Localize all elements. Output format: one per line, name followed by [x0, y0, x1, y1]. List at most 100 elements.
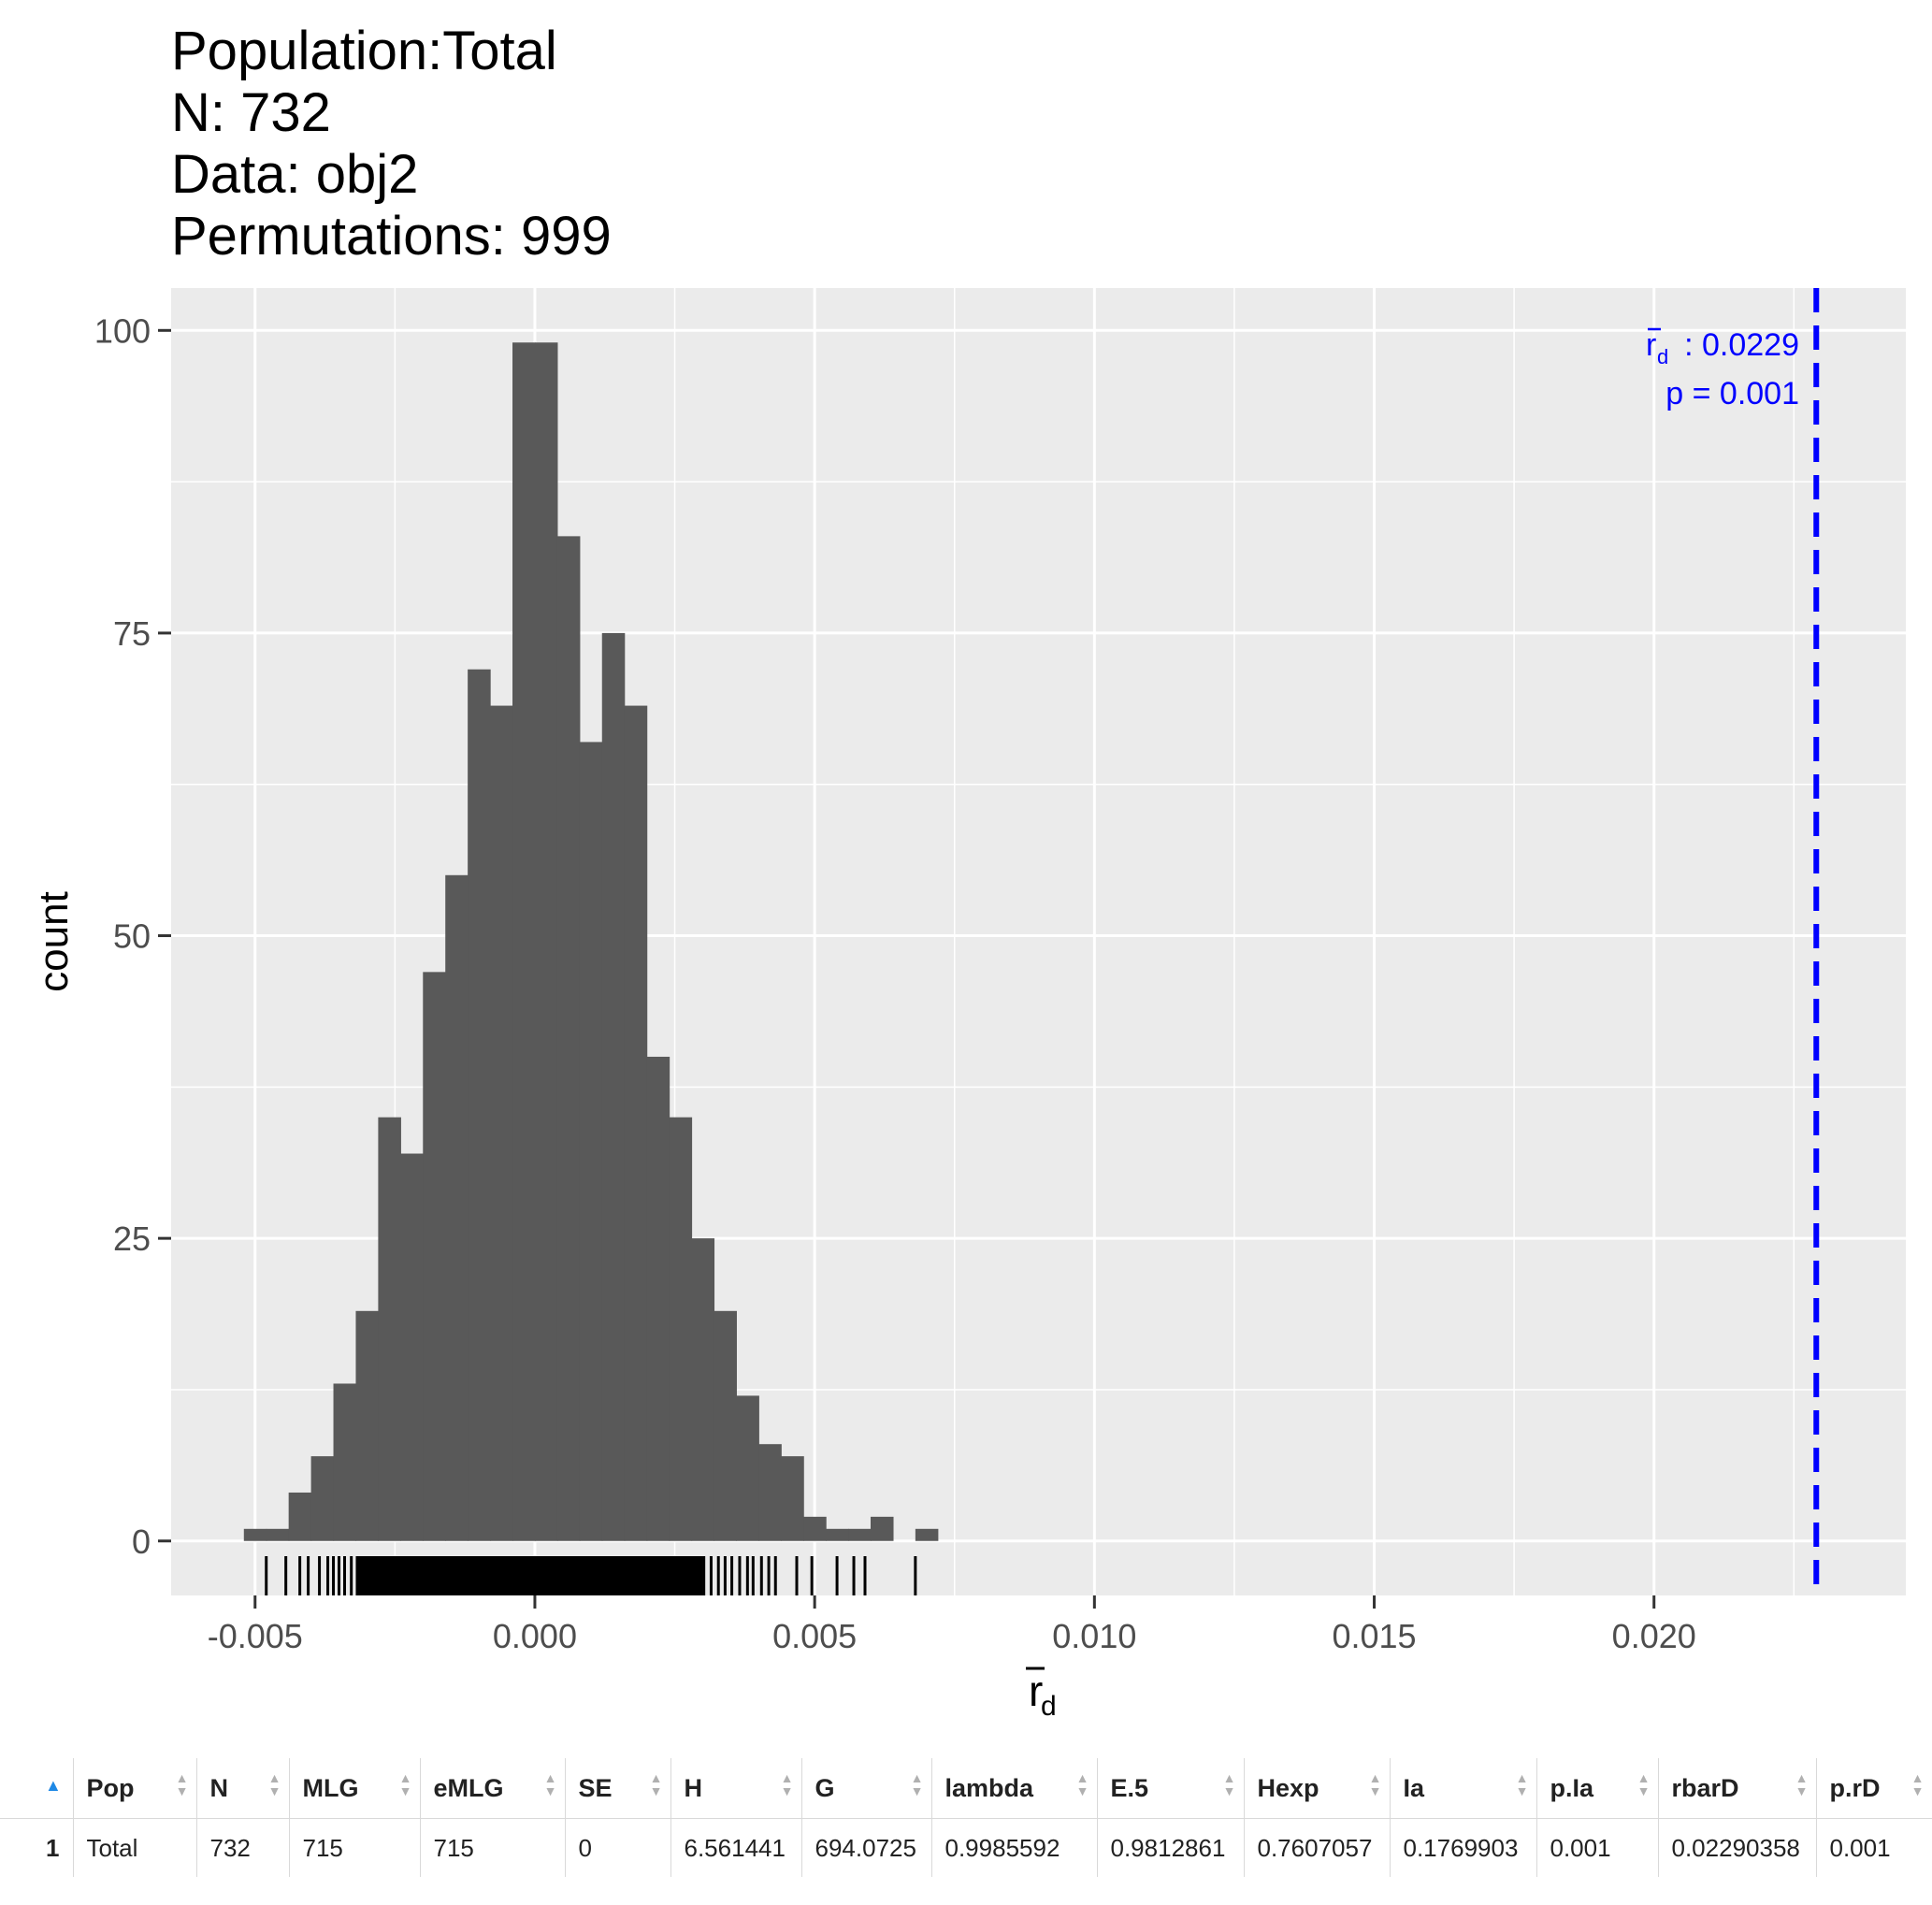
column-header[interactable]: E.5 ▲ ▼: [1097, 1758, 1245, 1819]
histogram-bar: [445, 874, 469, 1541]
column-header[interactable]: MLG ▲ ▼: [289, 1758, 421, 1819]
column-header[interactable]: G ▲ ▼: [801, 1758, 932, 1819]
sort-icon: ▲ ▼: [1636, 1770, 1651, 1798]
row-index: 1: [0, 1818, 74, 1877]
title-permutations: Permutations: 999: [171, 206, 612, 267]
column-header[interactable]: Pop ▲ ▼: [73, 1758, 197, 1819]
histogram-bar: [333, 1383, 357, 1541]
sort-icon: ▲ ▼: [1222, 1770, 1236, 1798]
x-tick-label: -0.005: [208, 1617, 303, 1655]
histogram-bar: [355, 1310, 380, 1541]
table-cell: Total: [73, 1818, 197, 1877]
histogram-bar: [669, 1117, 693, 1541]
histogram-bar: [736, 1395, 759, 1541]
x-tick-label: 0.000: [493, 1617, 577, 1655]
column-header[interactable]: Ia ▲ ▼: [1390, 1758, 1537, 1819]
title-n: N: 732: [171, 82, 331, 143]
p-value-annotation: p = 0.001: [1665, 376, 1799, 411]
histogram-bar: [512, 342, 536, 1541]
sort-icon: ▲ ▼: [175, 1770, 189, 1798]
column-header[interactable]: eMLG ▲ ▼: [420, 1758, 566, 1819]
column-header[interactable]: H ▲ ▼: [670, 1758, 802, 1819]
sort-icon: ▲ ▼: [398, 1770, 412, 1798]
column-header[interactable]: N ▲ ▼: [196, 1758, 290, 1819]
table-cell: 0.1769903: [1390, 1818, 1537, 1877]
histogram-bar: [601, 632, 626, 1541]
sort-icon: ▲ ▼: [649, 1770, 663, 1798]
histogram-bar: [534, 342, 558, 1541]
column-header[interactable]: Hexp ▲ ▼: [1244, 1758, 1391, 1819]
histogram-bar: [781, 1456, 804, 1541]
histogram-bar: [400, 1153, 424, 1541]
results-table: ▲ Pop ▲ ▼ N ▲ ▼ MLG ▲ ▼ eMLG ▲ ▼ SE ▲ ▼ H ▲ ▼ G ▲ ▼ la…: [0, 1758, 1932, 1877]
x-axis-label-sub: d: [1041, 1691, 1057, 1722]
histogram-bar: [826, 1528, 849, 1541]
x-tick-label: 0.010: [1052, 1617, 1136, 1655]
histogram-bar: [556, 536, 581, 1541]
table-cell: 0.7607057: [1244, 1818, 1391, 1877]
histogram-bar: [579, 742, 603, 1541]
table-cell: 732: [196, 1818, 290, 1877]
histogram-bars: [243, 342, 939, 1541]
rd-annotation-r: r: [1646, 327, 1656, 363]
y-tick-label: 0: [132, 1523, 151, 1561]
y-axis: 0 25 50 75 100: [94, 311, 171, 1561]
rd-annotation-sub: d: [1657, 345, 1668, 368]
sort-icon: ▲ ▼: [1368, 1770, 1382, 1798]
minor-gridlines: [171, 288, 1906, 1595]
histogram-bar: [870, 1516, 894, 1541]
y-tick-label: 25: [113, 1219, 151, 1258]
column-header[interactable]: p.Ia ▲ ▼: [1536, 1758, 1659, 1819]
title-data: Data: obj2: [171, 144, 419, 205]
column-header[interactable]: rbarD ▲ ▼: [1658, 1758, 1817, 1819]
y-tick-label: 100: [94, 311, 151, 350]
table-cell: 0.02290358: [1658, 1818, 1817, 1877]
x-axis: -0.005 0.000 0.005 0.010 0.015 0.020: [208, 1595, 1696, 1655]
table-cell: 6.561441: [670, 1818, 802, 1877]
y-tick-label: 50: [113, 917, 151, 956]
sort-icon: ▲ ▼: [543, 1770, 557, 1798]
histogram-bar: [848, 1528, 872, 1541]
histogram-bar: [803, 1516, 827, 1541]
y-tick-label: 75: [113, 614, 151, 653]
sort-icon: ▲ ▼: [267, 1770, 281, 1798]
histogram-bar: [714, 1310, 737, 1541]
histogram-bar: [423, 972, 446, 1541]
sort-icon: ▲ ▼: [1515, 1770, 1529, 1798]
table-cell: 0: [565, 1818, 671, 1877]
table-cell: 715: [289, 1818, 421, 1877]
sort-icon: ▲ ▼: [910, 1770, 924, 1798]
x-tick-label: 0.005: [772, 1617, 857, 1655]
histogram-bar: [243, 1528, 267, 1541]
histogram-bar: [758, 1444, 782, 1541]
histogram-bar: [266, 1528, 290, 1541]
sort-icon: ▲ ▼: [780, 1770, 794, 1798]
x-axis-label: r d: [1026, 1667, 1057, 1722]
column-header[interactable]: SE ▲ ▼: [565, 1758, 671, 1819]
x-tick-label: 0.020: [1612, 1617, 1696, 1655]
sort-icon: ▲ ▼: [1795, 1770, 1809, 1798]
table-cell: 694.0725: [801, 1818, 932, 1877]
index-column-header[interactable]: ▲: [0, 1758, 74, 1819]
column-header[interactable]: lambda ▲ ▼: [931, 1758, 1098, 1819]
histogram-bar: [468, 669, 491, 1541]
table-cell: 0.9985592: [931, 1818, 1098, 1877]
column-header[interactable]: p.rD ▲ ▼: [1816, 1758, 1932, 1819]
table-cell: 0.001: [1816, 1818, 1932, 1877]
histogram-bar: [915, 1528, 939, 1541]
rug-marks: [265, 1556, 917, 1595]
histogram-chart: 0 25 50 75 100 -0.005 0.000 0.005 0.010 0.015 0.0…: [31, 288, 1906, 1722]
table-cell: 715: [420, 1818, 566, 1877]
x-tick-label: 0.015: [1332, 1617, 1416, 1655]
table-cell: 0.9812861: [1097, 1818, 1245, 1877]
title-population: Population:Total: [171, 21, 557, 81]
table-header-row: ▲ Pop ▲ ▼ N ▲ ▼ MLG ▲ ▼ eMLG ▲ ▼ SE ▲ ▼ H ▲ ▼ G ▲ ▼ la…: [0, 1758, 1932, 1819]
rd-annotation: r d : 0.0229 p = 0.001: [1646, 327, 1799, 411]
table-cell: 0.001: [1536, 1818, 1659, 1877]
table-row[interactable]: 1 Total 732 715 715 0 6.561441 694.0725 …: [0, 1818, 1932, 1877]
sort-icon: ▲ ▼: [1910, 1770, 1925, 1798]
histogram-bar: [691, 1238, 715, 1541]
y-axis-label: count: [31, 891, 77, 992]
rug-dense-block: [355, 1556, 703, 1595]
histogram-bar: [624, 705, 648, 1541]
